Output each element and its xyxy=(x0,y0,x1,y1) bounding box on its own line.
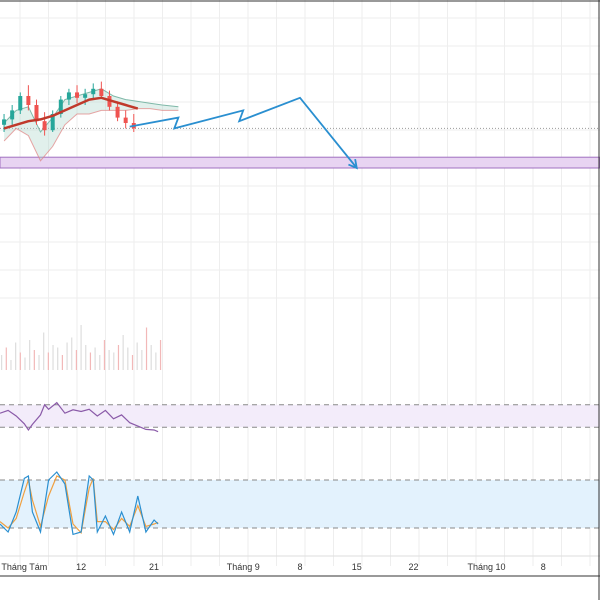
candle-body xyxy=(115,106,120,118)
rsi-band xyxy=(0,404,600,428)
support-zone xyxy=(0,156,600,169)
candle-body xyxy=(34,105,39,122)
cloud-lower-line xyxy=(3,108,179,162)
price-panel xyxy=(0,81,600,170)
candle-body xyxy=(42,121,47,131)
x-tick-label: 12 xyxy=(76,562,86,572)
time-axis: Tháng Tám 12 21 Tháng 9 8 15 22 Tháng 10 8 xyxy=(0,555,600,572)
candle-body xyxy=(2,119,7,125)
rsi-line xyxy=(0,401,159,433)
moving-average-line xyxy=(3,96,139,130)
candle-body xyxy=(83,94,88,98)
candle-body xyxy=(50,114,55,131)
x-tick-label: 8 xyxy=(297,562,302,572)
candle-body xyxy=(10,110,15,120)
stochastic-k-line xyxy=(0,471,159,537)
x-tick-label: 21 xyxy=(149,562,159,572)
x-tick-label: Tháng 10 xyxy=(467,562,505,572)
x-tick-label: 8 xyxy=(541,562,546,572)
stochastic-panel xyxy=(0,471,600,537)
candle-body xyxy=(58,99,63,114)
candle-body xyxy=(18,96,23,111)
candle-body xyxy=(75,92,80,98)
volume-panel xyxy=(1,325,162,370)
candle-body xyxy=(26,96,31,105)
x-tick-label: 22 xyxy=(409,562,419,572)
x-tick-label: 15 xyxy=(352,562,362,572)
candle-body xyxy=(123,117,128,123)
x-tick-label: Tháng 9 xyxy=(227,562,260,572)
rsi-panel xyxy=(0,401,600,433)
cloud-upper-line xyxy=(3,88,179,133)
forecast-arrow xyxy=(129,96,358,169)
candle-body xyxy=(66,92,71,100)
forecast-arrowhead xyxy=(348,158,358,170)
grid-layer xyxy=(0,0,600,566)
candle-body xyxy=(99,88,104,96)
candle-body xyxy=(91,88,96,95)
x-tick-label: Tháng Tám xyxy=(1,562,47,572)
stochastic-band xyxy=(0,480,600,528)
